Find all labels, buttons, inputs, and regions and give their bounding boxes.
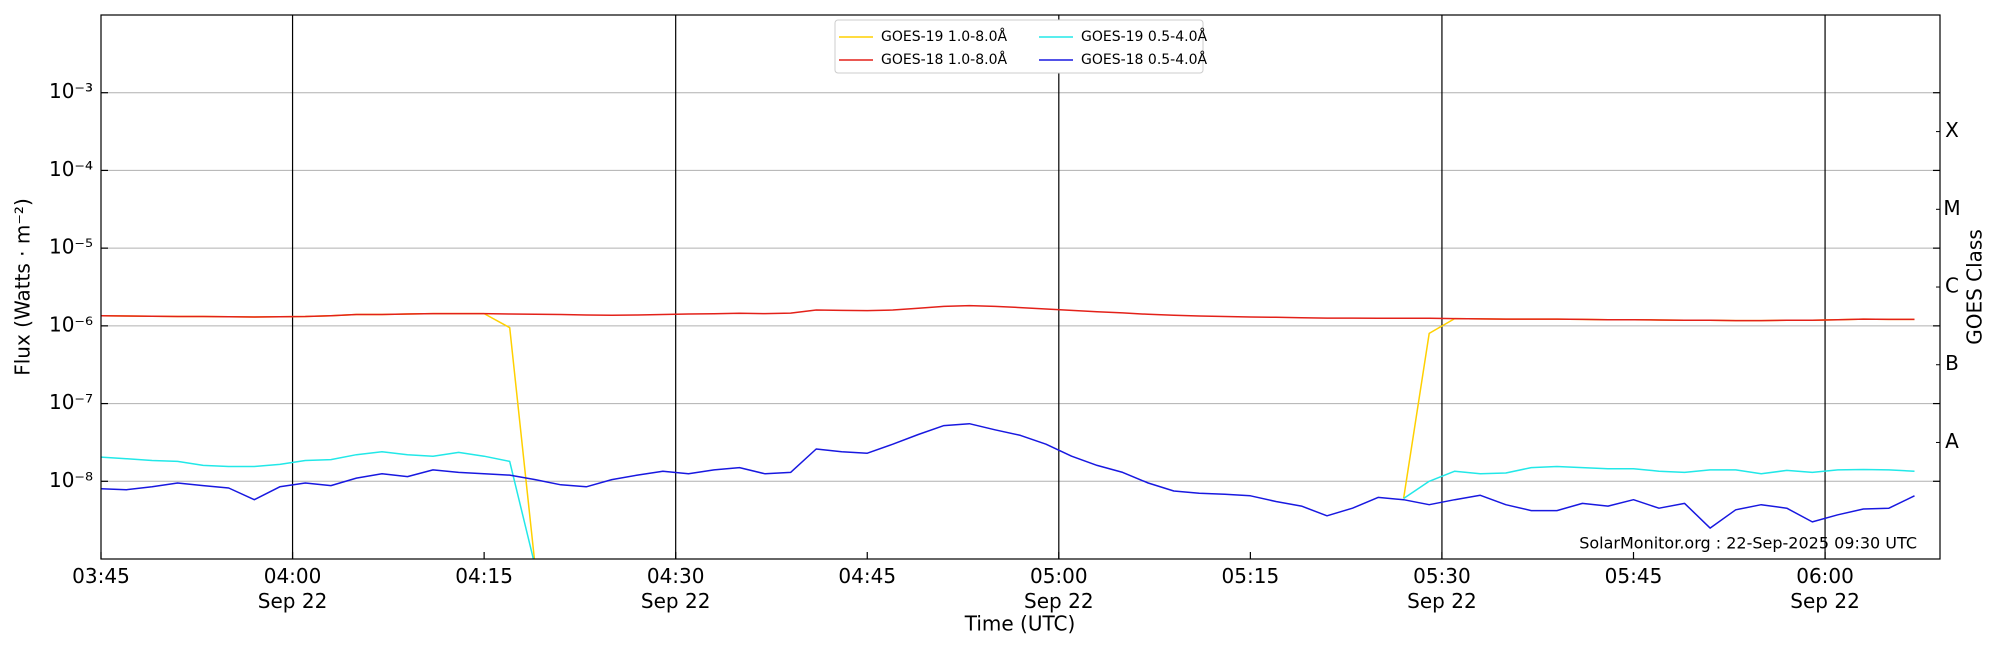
y2-tick-label: C	[1945, 274, 1959, 298]
x-tick-label: 03:45	[72, 564, 130, 588]
series-line	[101, 312, 1915, 559]
y2-tick-label: A	[1945, 429, 1959, 453]
legend-label: GOES-18 1.0-8.0Å	[881, 51, 1007, 68]
y2-tick-label: M	[1943, 196, 1960, 220]
y-tick-label: 10⁻⁷	[49, 390, 93, 414]
y-tick-label: 10⁻⁵	[49, 235, 93, 259]
plot-frame	[100, 14, 1941, 560]
x-tick-label: 05:45	[1604, 564, 1663, 588]
y-tick-label: 10⁻³	[49, 79, 93, 103]
legend-box	[834, 19, 1204, 74]
y2-tick-label: X	[1945, 118, 1959, 142]
x-tick-label: 04:45	[838, 564, 897, 588]
x-tick-label: 05:15	[1221, 564, 1280, 588]
y-tick-label: 10⁻⁶	[49, 312, 93, 336]
legend-label: GOES-19 1.0-8.0Å	[881, 28, 1007, 45]
y-tick-label: 10⁻⁴	[49, 157, 93, 181]
x-tick-label: 05:00 Sep 22	[1024, 564, 1094, 613]
x-axis-label: Time (UTC)	[964, 612, 1076, 636]
y2-tick-label: B	[1945, 351, 1959, 375]
y2-axis-label: GOES Class	[1963, 229, 1987, 345]
legend-label: GOES-18 0.5-4.0Å	[1081, 51, 1207, 68]
series-line	[101, 422, 1915, 529]
x-tick-label: 06:00 Sep 22	[1790, 564, 1860, 613]
annotation: SolarMonitor.org : 22-Sep-2025 09:30 UTC	[1579, 534, 1917, 553]
x-tick-label: 04:00 Sep 22	[257, 564, 328, 613]
plot-area	[101, 304, 1915, 559]
x-tick-label: 04:30 Sep 22	[640, 564, 711, 613]
x-tick-label: 04:15	[455, 564, 513, 588]
legend-label: GOES-19 0.5-4.0Å	[1081, 28, 1207, 45]
x-tick-label: 05:30 Sep 22	[1407, 564, 1477, 613]
series-line	[101, 304, 1915, 322]
series-line	[101, 450, 1915, 559]
y-axis-label: Flux (Watts · m⁻²)	[11, 198, 35, 376]
y-tick-label: 10⁻⁸	[49, 468, 93, 492]
legend: GOES-19 1.0-8.0Å GOES-18 1.0-8.0Å GOES-19 …	[834, 19, 1207, 74]
